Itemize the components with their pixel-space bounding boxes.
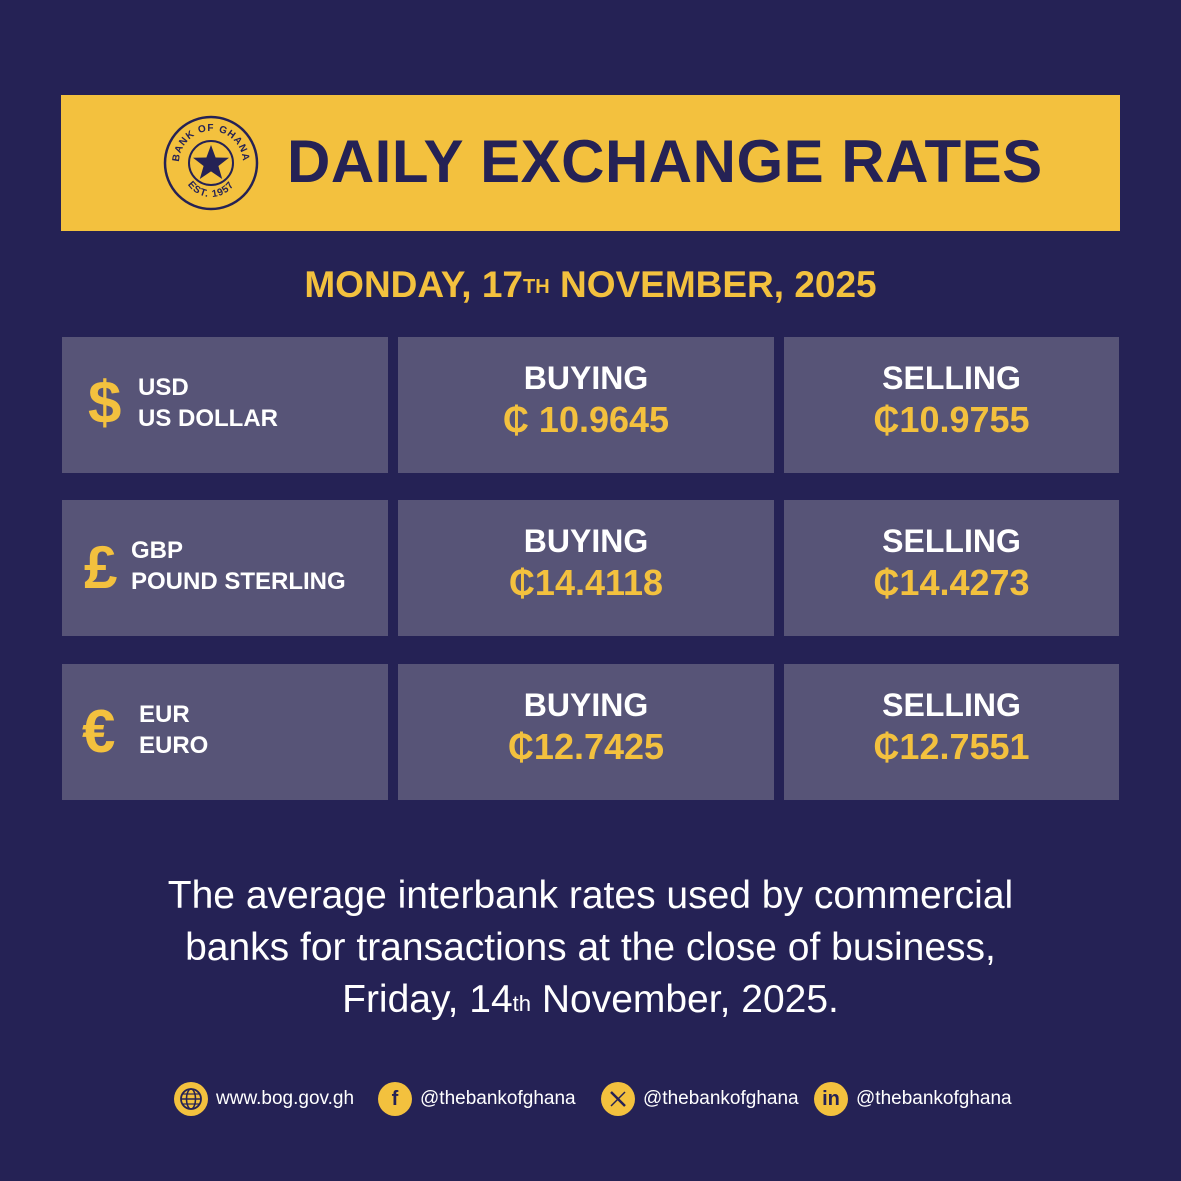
buying-rate: ₵ 10.9645	[502, 399, 670, 440]
currency-code: USD	[138, 374, 189, 401]
buying-label: BUYING	[523, 523, 649, 559]
buying-label: BUYING	[523, 360, 649, 396]
selling-rate: ₵10.9755	[873, 399, 1030, 440]
bank-of-ghana-logo: BANK OF GHANA EST. 1957	[163, 115, 259, 211]
footer-linkedin[interactable]: in @thebankofghana	[814, 1082, 1012, 1116]
svg-text:EST. 1957: EST. 1957	[185, 179, 237, 200]
selling-rate: ₵14.4273	[873, 562, 1030, 603]
selling-label: SELLING	[882, 360, 1021, 396]
currency-name: POUND STERLING	[131, 568, 346, 595]
buying-label: BUYING	[523, 687, 649, 723]
rates-date: MONDAY, 17TH NOVEMBER, 2025	[304, 264, 877, 305]
x-handle[interactable]: @thebankofghana	[643, 1088, 799, 1109]
buying-rate: ₵12.7425	[507, 726, 665, 767]
selling-cell-usd: SELLING ₵10.9755	[784, 337, 1119, 473]
page-title: DAILY EXCHANGE RATES	[287, 128, 1043, 195]
currency-code: GBP	[131, 537, 184, 564]
currency-code: EUR	[139, 701, 190, 728]
selling-cell-gbp: SELLING ₵14.4273	[784, 500, 1119, 636]
footer-website[interactable]: www.bog.gov.gh	[174, 1082, 354, 1116]
euro-icon: €	[82, 698, 116, 765]
buying-cell-gbp: BUYING ₵14.4118	[398, 500, 774, 636]
currency-cell-usd: $ USD US DOLLAR	[62, 337, 388, 473]
currency-name: US DOLLAR	[138, 405, 278, 432]
facebook-handle[interactable]: @thebankofghana	[420, 1088, 576, 1109]
header-banner	[61, 95, 1120, 231]
x-icon	[601, 1082, 635, 1116]
dollar-icon: $	[88, 369, 122, 436]
facebook-icon: f	[378, 1082, 412, 1116]
selling-rate: ₵12.7551	[873, 726, 1030, 767]
globe-icon	[174, 1082, 208, 1116]
footer-facebook[interactable]: f @thebankofghana	[378, 1082, 576, 1116]
rates-note: The average interbank rates used by comm…	[167, 874, 1014, 1021]
currency-cell-gbp: £ GBP POUND STERLING	[62, 500, 388, 636]
currency-name: EURO	[139, 732, 209, 759]
buying-cell-usd: BUYING ₵ 10.9645	[398, 337, 774, 473]
linkedin-icon: in	[814, 1082, 848, 1116]
selling-label: SELLING	[882, 687, 1021, 723]
buying-cell-eur: BUYING ₵12.7425	[398, 664, 774, 800]
footer-x[interactable]: @thebankofghana	[601, 1082, 799, 1116]
selling-cell-eur: SELLING ₵12.7551	[784, 664, 1119, 800]
website-link[interactable]: www.bog.gov.gh	[216, 1088, 355, 1109]
pound-icon: £	[84, 534, 118, 601]
currency-cell-eur: € EUR EURO	[62, 664, 388, 800]
star-icon	[193, 145, 229, 179]
linkedin-handle[interactable]: @thebankofghana	[856, 1088, 1012, 1109]
selling-label: SELLING	[882, 523, 1021, 559]
buying-rate: ₵14.4118	[508, 562, 664, 603]
